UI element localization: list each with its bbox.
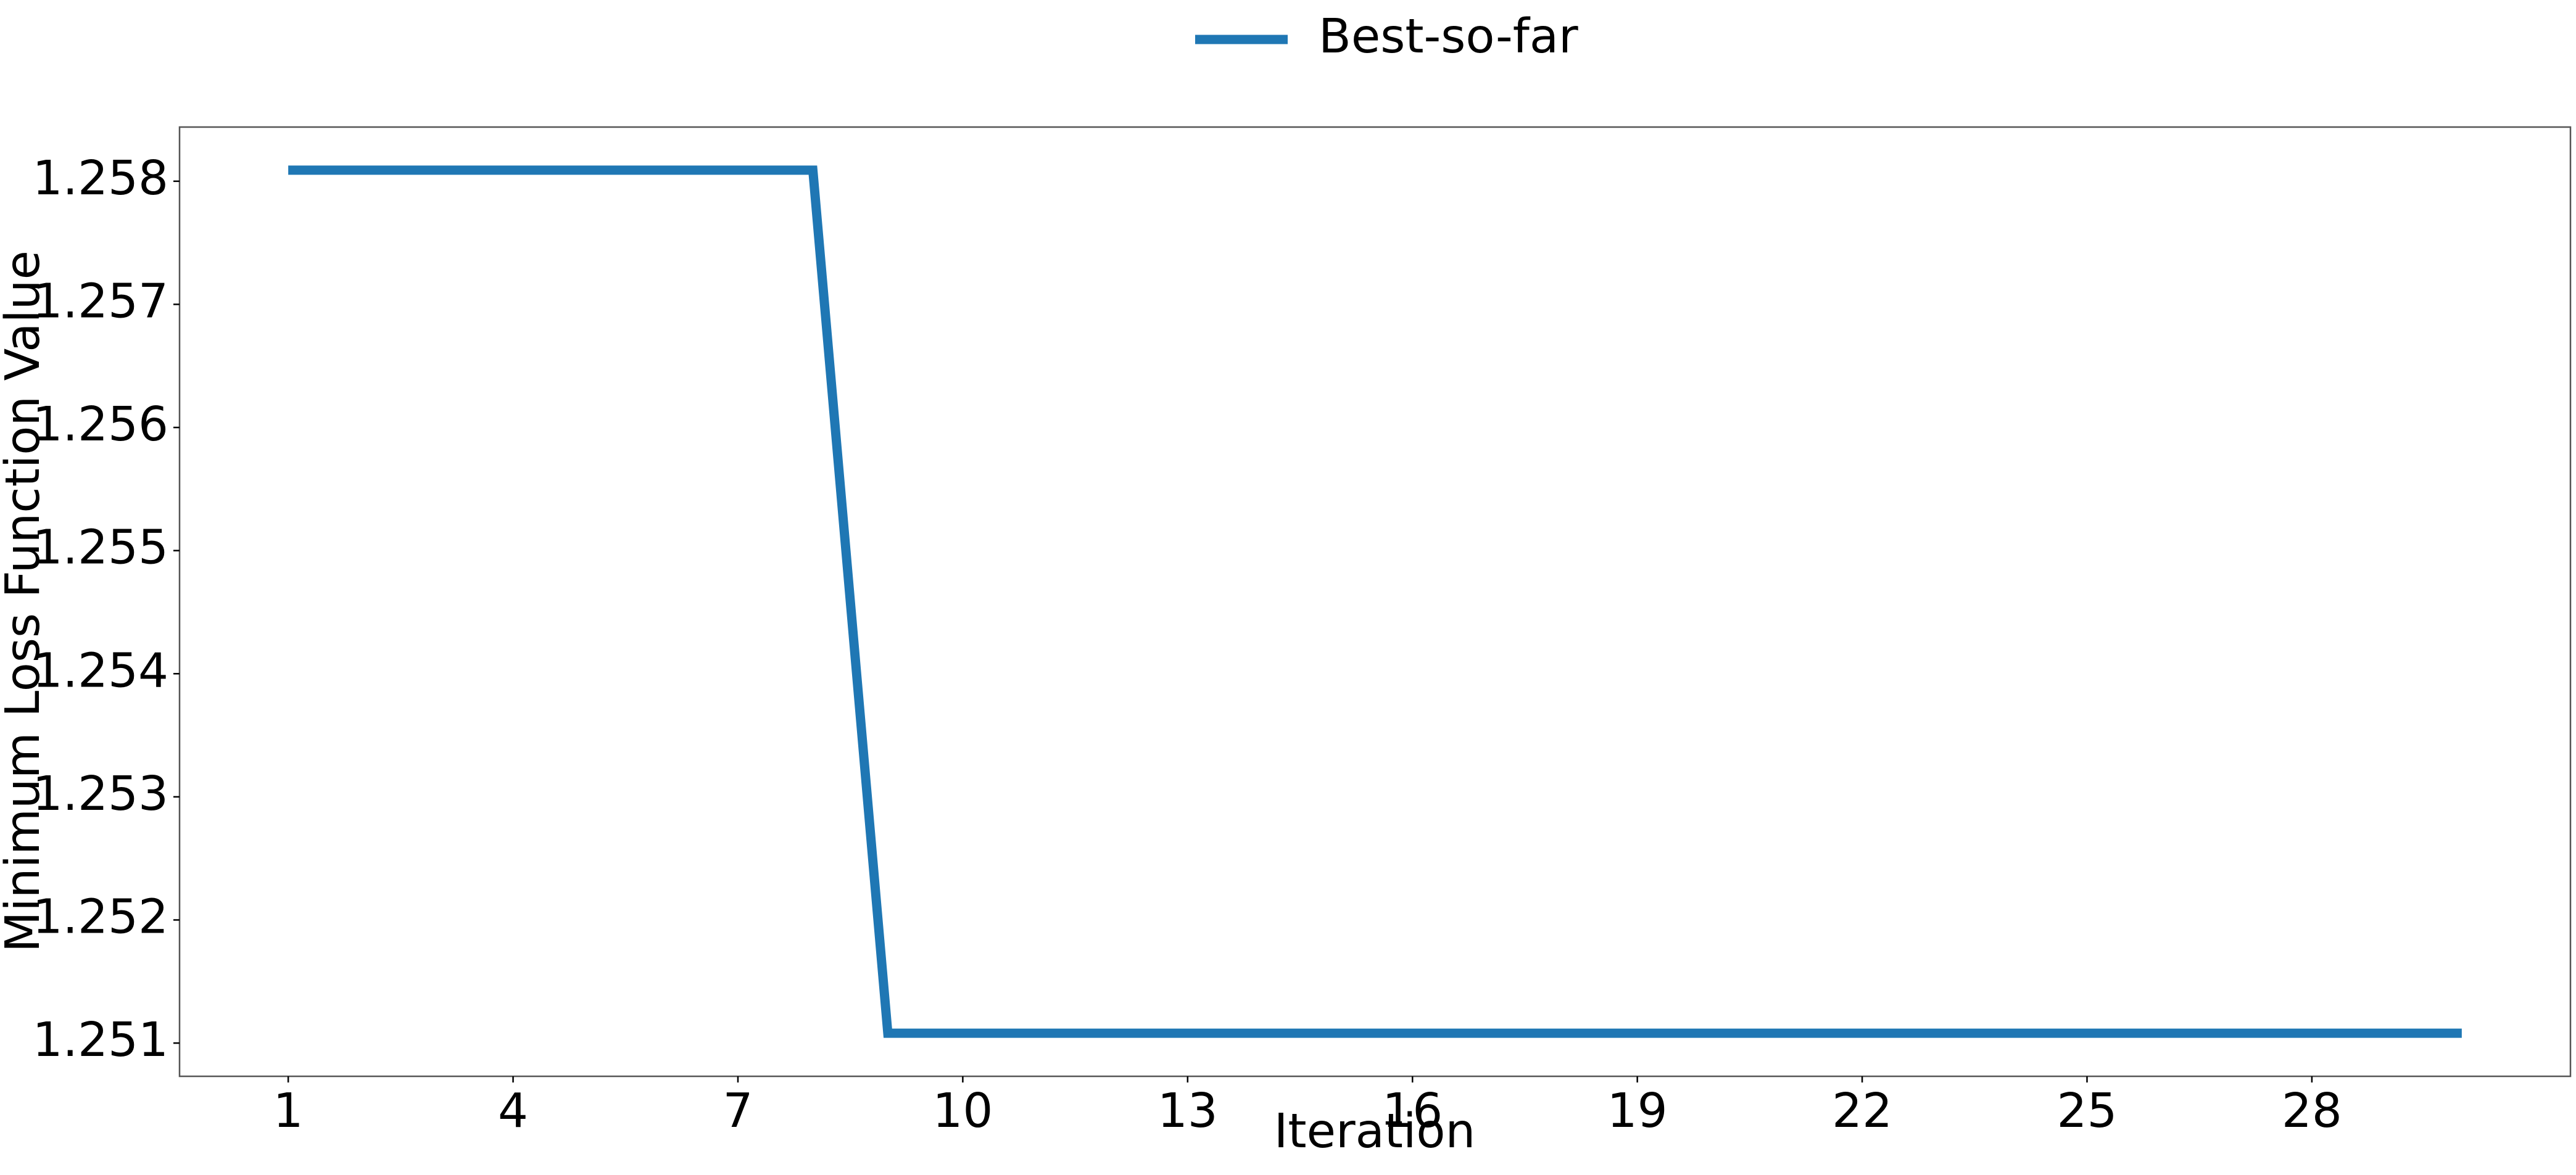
y-tick-label: 1.257 — [33, 274, 168, 329]
y-tick-label: 1.253 — [33, 767, 168, 822]
x-tick-label: 1 — [273, 1084, 304, 1139]
legend-label-best-so-far: Best-so-far — [1319, 9, 1578, 64]
legend: Best-so-far — [1195, 9, 1578, 64]
y-tick-label: 1.251 — [33, 1013, 168, 1068]
y-axis: 1.251 1.252 1.253 1.254 1.255 1.256 1.257 1.258 — [33, 151, 180, 1068]
y-tick-label: 1.258 — [33, 151, 168, 206]
x-tick-label: 19 — [1607, 1084, 1668, 1139]
x-tick-label: 4 — [498, 1084, 528, 1139]
x-tick-label: 10 — [932, 1084, 993, 1139]
x-axis: 1 4 7 10 13 16 19 22 25 28 — [273, 1076, 2342, 1139]
y-tick-label: 1.252 — [33, 889, 168, 944]
series-group — [288, 165, 2462, 1038]
plot-frame — [178, 126, 2572, 1078]
x-tick-label: 28 — [2282, 1084, 2342, 1139]
x-tick-label: 7 — [723, 1084, 753, 1139]
y-tick-label: 1.255 — [33, 521, 168, 575]
x-tick-label: 16 — [1382, 1084, 1443, 1139]
series-line-best-so-far — [288, 165, 2462, 1038]
x-tick-label: 13 — [1158, 1084, 1218, 1139]
y-tick-label: 1.254 — [33, 643, 168, 698]
x-axis-title: Iteration — [1274, 1104, 1476, 1159]
x-tick-label: 22 — [1832, 1084, 1892, 1139]
y-tick-label: 1.256 — [33, 397, 168, 452]
x-tick-label: 25 — [2057, 1084, 2118, 1139]
y-axis-title: Minimum Loss Function Value — [0, 250, 51, 952]
plot-area: 1.251 1.252 1.253 1.254 1.255 1.256 1.257 1.258… — [33, 126, 2572, 1139]
